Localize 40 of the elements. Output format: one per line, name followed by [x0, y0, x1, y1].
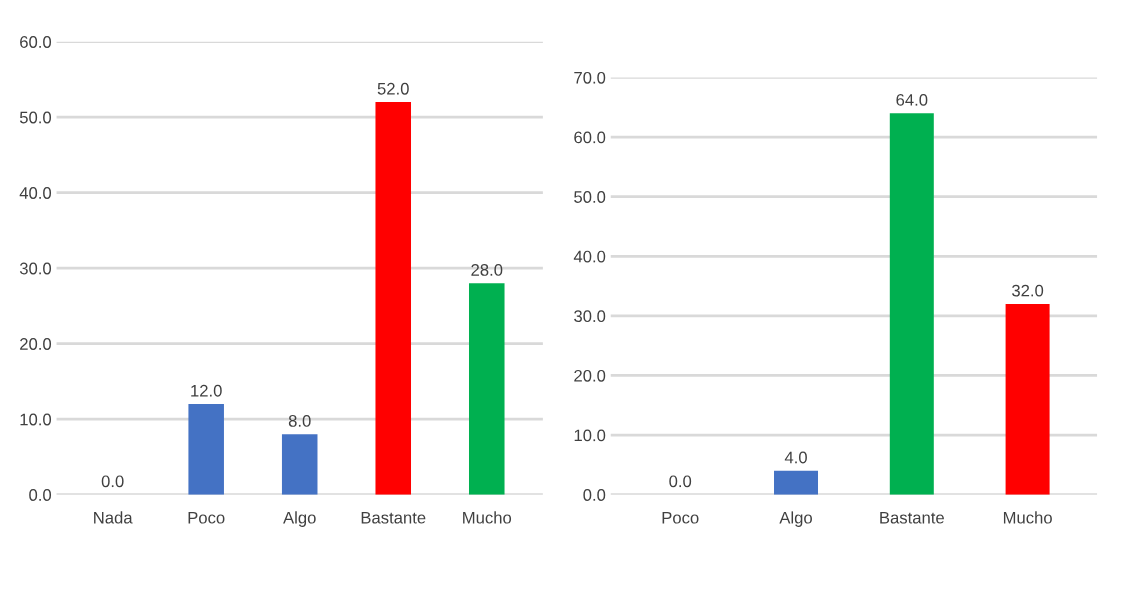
y-tick-label: 20.0: [20, 338, 52, 350]
bar: [469, 283, 505, 495]
bar: [774, 470, 819, 495]
y-tick-label: 10.0: [20, 413, 52, 426]
y-tick-label: 70.0: [574, 71, 606, 84]
bar: [281, 434, 318, 495]
x-tick-label: Bastante: [361, 511, 426, 524]
data-label: 64.0: [896, 93, 928, 106]
y-tick-label: 60.0: [20, 36, 52, 48]
bar: [188, 404, 224, 495]
data-label: 52.0: [377, 82, 409, 95]
y-tick-label: 0.0: [583, 489, 606, 501]
y-tick-label: 50.0: [19, 111, 52, 124]
x-tick-label: Bastante: [880, 511, 944, 524]
data-label: 8.0: [288, 415, 311, 427]
data-label: 0.0: [101, 475, 124, 488]
x-tick-label: Algo: [283, 511, 316, 527]
y-tick-label: 10.0: [574, 429, 606, 442]
bar: [889, 113, 934, 495]
data-label: 28.0: [471, 264, 503, 276]
x-tick-label: Mucho: [463, 511, 512, 524]
y-tick-label: 60.0: [574, 131, 606, 144]
y-tick-label: 0.0: [29, 489, 52, 501]
x-tick-label: Mucho: [1003, 511, 1052, 524]
x-tick-label: Algo: [779, 511, 812, 527]
data-label: 12.0: [191, 384, 222, 397]
bar: [1005, 303, 1050, 495]
y-tick-label: 30.0: [574, 310, 606, 323]
y-tick-label: 40.0: [19, 187, 52, 199]
data-label: 0.0: [669, 475, 692, 488]
data-label: 4.0: [784, 451, 807, 464]
x-tick-label: Nada: [94, 511, 133, 524]
x-tick-label: Poco: [662, 511, 699, 524]
y-tick-label: 20.0: [574, 369, 606, 382]
y-tick-label: 50.0: [574, 191, 606, 203]
y-tick-label: 40.0: [573, 250, 606, 263]
data-label: 32.0: [1012, 284, 1044, 297]
bar: [375, 102, 412, 495]
x-tick-label: Poco: [188, 511, 225, 524]
y-tick-label: 30.0: [19, 262, 52, 275]
